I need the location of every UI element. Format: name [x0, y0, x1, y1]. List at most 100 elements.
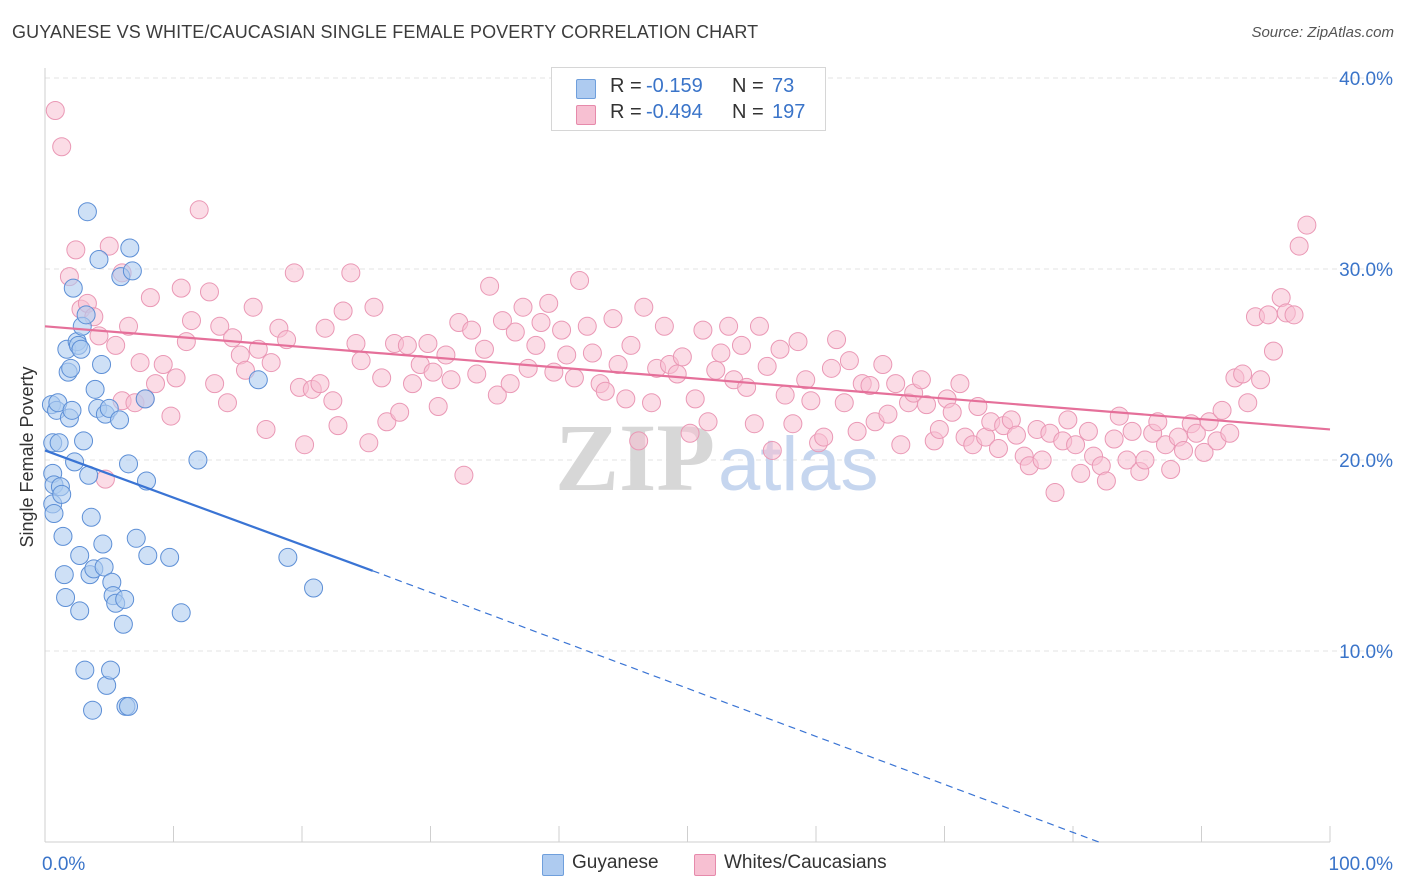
white-point-3 — [66, 240, 86, 260]
white-point-156 — [1032, 450, 1052, 470]
white-point-182 — [1199, 412, 1219, 432]
white-point-84 — [570, 270, 590, 290]
x-tick-label-min: 0.0% — [42, 854, 85, 875]
white-point-82 — [557, 345, 577, 365]
guyanese-point-5 — [44, 503, 64, 523]
white-point-142 — [942, 402, 962, 422]
y-tick-label-10: 10.0% — [1339, 642, 1393, 663]
white-point-92 — [621, 335, 641, 355]
guyanese-point-27 — [74, 431, 94, 451]
legend-n-label: N = — [732, 101, 764, 123]
white-point-132 — [878, 404, 898, 424]
white-point-114 — [762, 440, 782, 460]
white-point-54 — [377, 412, 397, 432]
guyanese-point-49 — [110, 410, 130, 430]
white-point-138 — [917, 395, 937, 415]
white-point-167 — [1104, 429, 1124, 449]
white-point-122 — [814, 427, 834, 447]
white-point-124 — [827, 330, 847, 350]
white-point-106 — [711, 343, 731, 363]
guyanese-point-34 — [83, 700, 103, 720]
white-point-181 — [1194, 442, 1214, 462]
white-point-123 — [821, 358, 841, 378]
white-point-36 — [261, 353, 281, 373]
white-point-160 — [1058, 410, 1078, 430]
white-point-129 — [860, 376, 880, 396]
y-axis-label: Single Female Poverty — [17, 366, 37, 547]
white-point-63 — [436, 345, 456, 365]
white-point-117 — [783, 414, 803, 434]
white-point-102 — [685, 389, 705, 409]
white-point-195 — [1284, 305, 1304, 325]
white-point-190 — [1251, 370, 1271, 390]
stats-legend: R = -0.159 N = 73 R = -0.494 N = 197 — [551, 67, 826, 131]
guyanese-trend-line — [44, 449, 374, 572]
white-point-1 — [52, 137, 72, 157]
white-point-137 — [911, 370, 931, 390]
white-point-60 — [418, 333, 438, 353]
guyanese-point-61 — [138, 546, 158, 565]
guyanese-point-51 — [113, 614, 133, 634]
guyanese-point-17 — [61, 358, 81, 378]
guyanese-point-24 — [70, 601, 90, 621]
x-tick-labels: 0.0% 100.0% — [42, 854, 1393, 875]
white-point-29 — [217, 393, 237, 413]
white-point-24 — [181, 311, 201, 331]
legend-swatch-guyanese — [576, 79, 596, 99]
legend-swatch-white — [576, 105, 596, 125]
guyanese-point-59 — [135, 389, 155, 409]
white-point-95 — [642, 393, 662, 413]
white-point-85 — [577, 316, 597, 336]
white-point-91 — [616, 389, 636, 409]
guyanese-point-30 — [77, 202, 97, 222]
guyanese-point-67 — [304, 578, 324, 598]
white-point-127 — [847, 421, 867, 441]
white-point-78 — [531, 312, 551, 332]
white-point-33 — [243, 297, 263, 317]
bottom-legend-swatch-white — [694, 854, 716, 876]
white-point-174 — [1148, 412, 1168, 432]
white-point-47 — [333, 301, 353, 321]
white-point-101 — [680, 423, 700, 443]
white-point-196 — [1289, 236, 1309, 256]
guyanese-point-25 — [71, 339, 91, 359]
white-point-112 — [749, 316, 769, 336]
white-point-43 — [310, 374, 330, 394]
white-point-68 — [467, 364, 487, 384]
white-point-62 — [428, 397, 448, 417]
white-point-176 — [1161, 460, 1181, 480]
white-point-0 — [45, 100, 65, 120]
white-point-41 — [295, 435, 315, 455]
guyanese-point-57 — [122, 261, 142, 281]
guyanese-point-40 — [93, 534, 113, 554]
guyanese-point-19 — [63, 278, 83, 298]
guyanese-point-65 — [248, 370, 268, 390]
legend-r-value: -0.159 — [646, 75, 703, 97]
y-tick-label-20: 20.0% — [1339, 451, 1393, 472]
white-point-22 — [171, 278, 191, 298]
white-point-28 — [210, 316, 230, 336]
white-point-44 — [315, 318, 335, 338]
guyanese-point-18 — [62, 400, 82, 420]
guyanese-point-11 — [53, 526, 73, 546]
chart-title: GUYANESE VS WHITE/CAUCASIAN SINGLE FEMAL… — [12, 22, 759, 42]
white-point-100 — [672, 347, 692, 367]
legend-n-value: 73 — [772, 75, 795, 97]
white-point-140 — [929, 419, 949, 439]
white-point-134 — [891, 435, 911, 455]
white-point-27 — [205, 374, 225, 394]
white-point-109 — [731, 335, 751, 355]
white-point-45 — [323, 391, 343, 411]
white-point-185 — [1220, 423, 1240, 443]
white-point-89 — [603, 309, 623, 329]
white-point-115 — [770, 339, 790, 359]
white-point-133 — [886, 374, 906, 394]
bottom-legend-swatch-guyanese — [542, 854, 564, 876]
white-point-76 — [518, 358, 538, 378]
white-point-25 — [189, 200, 209, 220]
white-point-143 — [950, 374, 970, 394]
white-point-94 — [634, 297, 654, 317]
white-point-119 — [796, 370, 816, 390]
white-point-99 — [667, 364, 687, 384]
guyanese-point-64 — [188, 450, 208, 470]
